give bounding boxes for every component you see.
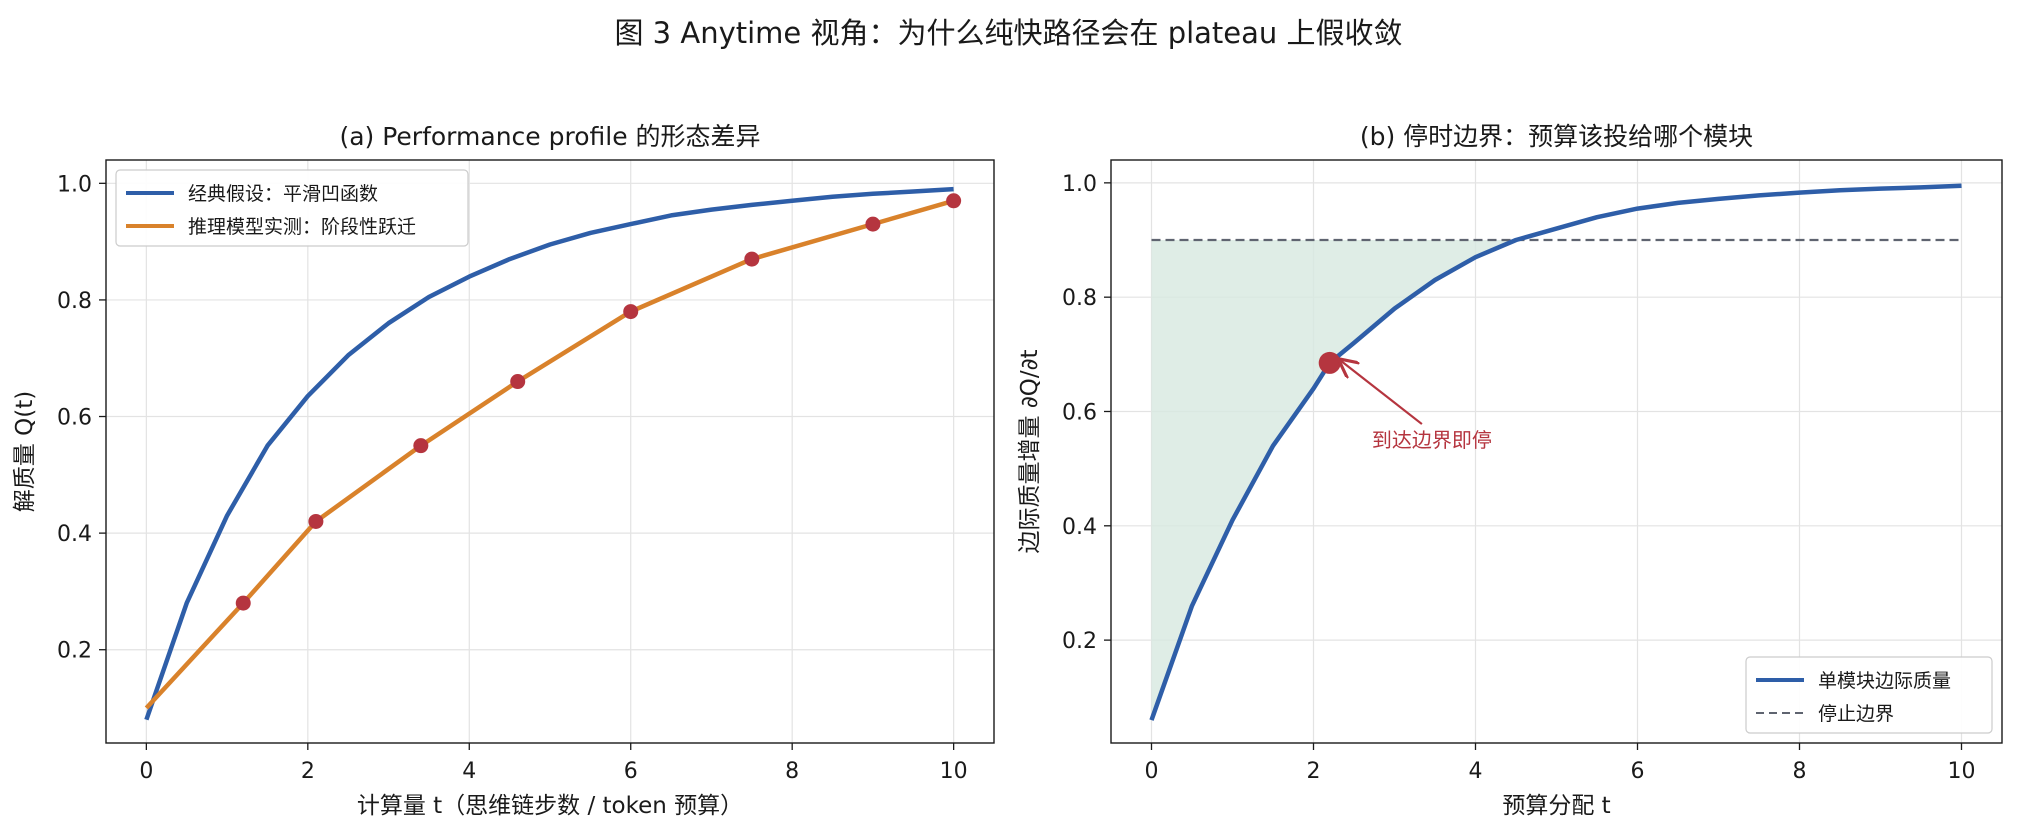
y-tick-label: 0.4 xyxy=(57,522,92,547)
panel-b-series xyxy=(1149,183,1962,721)
x-tick-label: 6 xyxy=(624,759,638,784)
x-tick-label: 6 xyxy=(1631,759,1645,784)
series-line-classic xyxy=(144,186,954,721)
annotation-text: 到达边界即停 xyxy=(1372,428,1492,452)
y-tick-label: 0.8 xyxy=(57,289,92,314)
panel-b-legend: 单模块边际质量 停止边界 xyxy=(1745,656,1993,734)
y-tick-label: 0.8 xyxy=(1062,286,1097,311)
panel-a-legend-box xyxy=(115,169,469,247)
stop-point-marker xyxy=(1318,351,1341,374)
y-tick-label: 0.4 xyxy=(1062,515,1097,540)
panel-a-title: (a) Performance profile 的形态差异 xyxy=(339,122,760,151)
panel-b-title: (b) 停时边界：预算该投给哪个模块 xyxy=(1360,122,1753,151)
data-point-measured xyxy=(946,193,962,209)
annotation-arrow xyxy=(1340,360,1423,425)
panel-a-frame xyxy=(105,159,995,744)
data-point-measured xyxy=(413,438,429,454)
shaded-region xyxy=(1151,240,1516,721)
panel-b-ticks: 0 2 4 6 8 10 0.2 0.4 0.6 0.8 1.0 xyxy=(1062,172,1976,784)
panel-a-legend: 经典假设：平滑凹函数 推理模型实测：阶段性跃迁 xyxy=(115,169,469,247)
x-tick-label: 4 xyxy=(462,759,476,784)
y-tick-label: 0.6 xyxy=(57,406,92,431)
x-tick-label: 0 xyxy=(139,759,153,784)
x-tick-label: 10 xyxy=(1948,759,1976,784)
panel-a-ticks: 0 2 4 6 8 10 0.2 0.4 0.6 0.8 1.0 xyxy=(57,172,968,784)
y-tick-label: 1.0 xyxy=(57,172,92,197)
panel-a-y-axis-label: 解质量 Q(t) xyxy=(12,391,38,512)
panel-a-series xyxy=(144,186,962,721)
panel-a-x-axis-label: 计算量 t（思维链步数 / token 预算） xyxy=(357,793,743,819)
x-tick-label: 0 xyxy=(1145,759,1159,784)
data-point-measured xyxy=(510,374,526,390)
legend-label-measured: 推理模型实测：阶段性跃迁 xyxy=(188,216,416,238)
x-tick-label: 8 xyxy=(1793,759,1807,784)
x-tick-label: 2 xyxy=(1307,759,1321,784)
panel-b-x-axis-label: 预算分配 t xyxy=(1502,793,1610,819)
panel-b-frame xyxy=(1110,159,2003,744)
x-tick-label: 10 xyxy=(940,759,968,784)
x-tick-label: 4 xyxy=(1469,759,1483,784)
x-tick-label: 2 xyxy=(301,759,315,784)
legend-label-marginal: 单模块边际质量 xyxy=(1818,670,1951,692)
data-point-measured xyxy=(235,595,251,611)
x-tick-label: 8 xyxy=(785,759,799,784)
series-line-measured xyxy=(144,198,955,710)
y-tick-label: 0.6 xyxy=(1062,400,1097,425)
panel-a-grid xyxy=(106,160,994,743)
panel-b-legend-box xyxy=(1745,656,1993,734)
figure-title: 图 3 Anytime 视角：为什么纯快路径会在 plateau 上假收敛 xyxy=(614,16,1403,50)
y-tick-label: 0.2 xyxy=(1062,629,1097,654)
data-point-measured xyxy=(623,304,639,320)
data-point-measured xyxy=(744,251,760,267)
y-tick-label: 1.0 xyxy=(1062,172,1097,197)
y-tick-label: 0.2 xyxy=(57,639,92,664)
panel-b-y-axis-label: 边际质量增量 ∂Q/∂t xyxy=(1017,350,1043,554)
panel-a: (a) Performance profile 的形态差异 0 2 4 6 8 10 0.2… xyxy=(12,122,995,819)
legend-label-classic: 经典假设：平滑凹函数 xyxy=(188,183,378,205)
series-line-marginal xyxy=(1149,183,1962,721)
data-point-measured xyxy=(308,513,324,529)
legend-label-stop: 停止边界 xyxy=(1818,703,1894,725)
data-point-measured xyxy=(865,216,881,232)
panel-b: (b) 停时边界：预算该投给哪个模块 0 2 4 6 8 10 0.2 0.4 0.6 0.8 1.… xyxy=(1017,122,2003,819)
